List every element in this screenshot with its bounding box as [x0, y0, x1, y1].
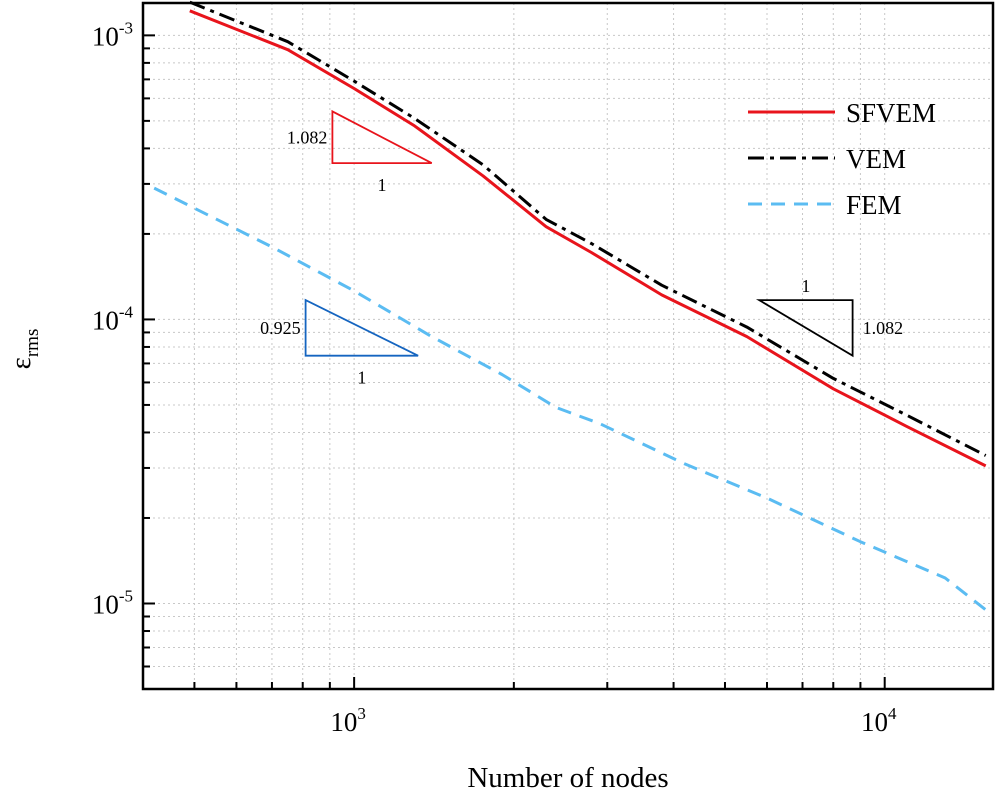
series-line-vem	[189, 0, 987, 457]
slope-rise-label: 1.082	[287, 127, 328, 147]
x-tick-label-exp: 4	[888, 704, 897, 723]
x-tick-label-base: 10	[330, 707, 357, 737]
series-line-fem	[153, 186, 987, 611]
legend: SFVEM VEM FEM	[748, 98, 936, 220]
slope-run-label: 1	[378, 175, 387, 195]
legend-label-vem: VEM	[846, 144, 906, 174]
y-axis-symbol: ε	[5, 357, 37, 369]
y-tick-label-base: 10	[92, 21, 119, 51]
x-tick-label: 104	[861, 704, 897, 737]
y-tick-label-exp: -3	[119, 18, 133, 37]
x-tick-label-exp: 3	[357, 704, 366, 723]
y-tick-label: 10-5	[92, 586, 133, 619]
legend-label-sfvem: SFVEM	[846, 98, 936, 128]
slope-run-label: 1	[801, 276, 810, 296]
slope-run-label: 1	[357, 368, 366, 388]
y-tick-label-base: 10	[92, 589, 119, 619]
slope-triangle-2	[304, 298, 419, 357]
y-tick-label-exp: -5	[119, 586, 133, 605]
x-tick-label: 103	[330, 704, 366, 737]
x-axis-title: Number of nodes	[467, 762, 668, 794]
slope-rise-label: 1.082	[863, 318, 904, 338]
slope-triangle-1	[331, 109, 433, 165]
y-tick-label: 10-3	[92, 18, 133, 51]
plot-frame	[141, 1, 995, 691]
y-tick-label-base: 10	[92, 305, 119, 335]
grid	[142, 3, 993, 689]
x-tick-label-base: 10	[861, 707, 888, 737]
y-tick-label: 10-4	[92, 302, 134, 335]
y-axis-subscript: rms	[22, 329, 43, 358]
legend-label-fem: FEM	[846, 190, 902, 220]
series-line-sfvem	[189, 9, 987, 468]
slope-triangle-3	[755, 299, 854, 358]
slope-rise-label: 0.925	[260, 318, 301, 338]
y-axis-title: εrms	[5, 329, 43, 370]
slope-triangles: 1.082 1 0.925 1 1.082 1	[260, 109, 904, 388]
series-layer	[153, 0, 987, 611]
y-tick-label-exp: -4	[119, 302, 134, 321]
